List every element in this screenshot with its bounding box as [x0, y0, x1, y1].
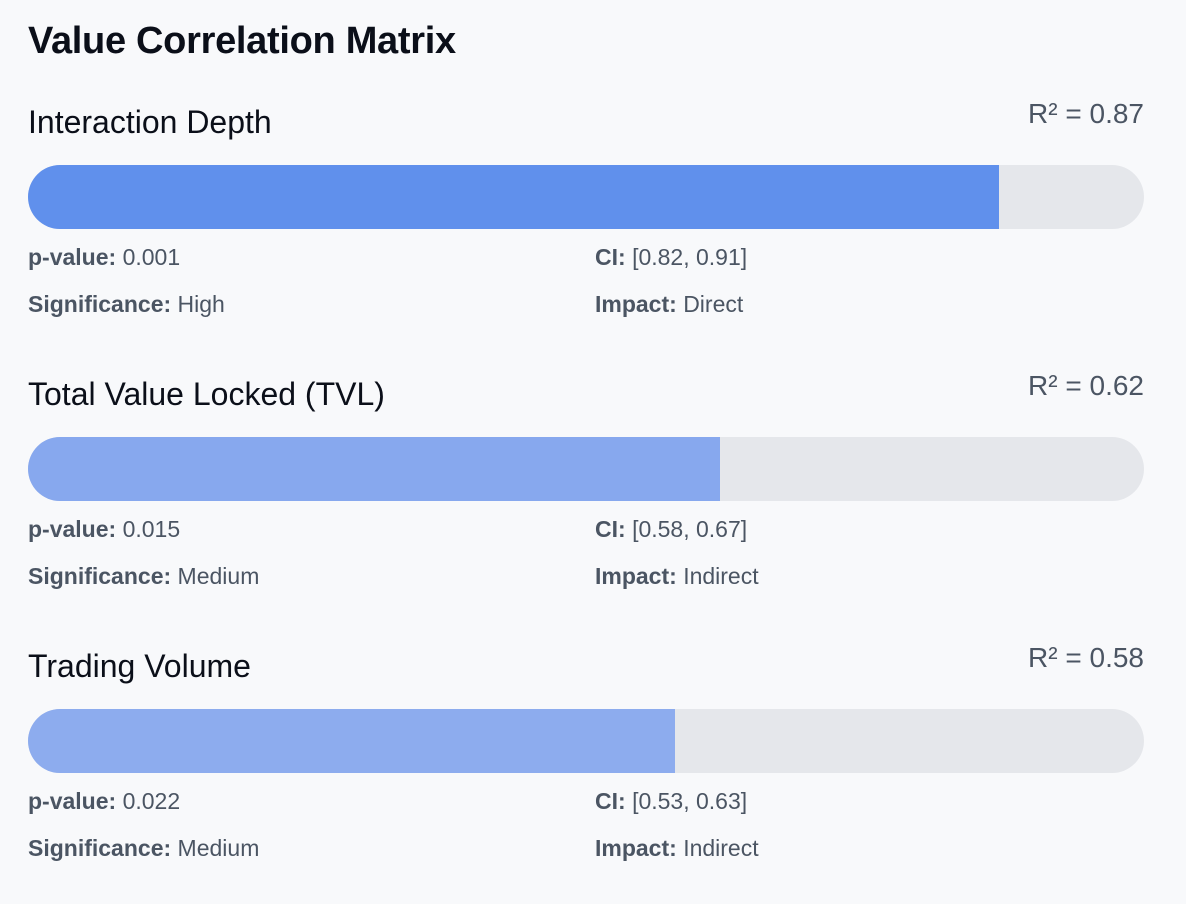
metric-header: Interaction Depth R² = 0.87	[28, 94, 1144, 144]
ci-stat: CI: [0.53, 0.63]	[595, 788, 747, 815]
pvalue-stat: p-value: 0.015	[28, 516, 180, 543]
pvalue-label: p-value:	[28, 516, 117, 542]
correlation-bar-fill	[28, 165, 999, 229]
ci-stat: CI: [0.82, 0.91]	[595, 244, 747, 271]
ci-label: CI:	[595, 244, 626, 270]
metric-stats: p-value: 0.015 CI: [0.58, 0.67] Signific…	[28, 516, 1144, 616]
pvalue-value: 0.022	[122, 788, 181, 814]
correlation-bar-track	[28, 437, 1144, 501]
impact-stat: Impact: Indirect	[595, 563, 759, 590]
ci-value: [0.58, 0.67]	[632, 516, 748, 542]
significance-stat: Significance: Medium	[28, 835, 259, 862]
significance-stat: Significance: Medium	[28, 563, 259, 590]
significance-value: High	[177, 291, 225, 317]
impact-stat: Impact: Indirect	[595, 835, 759, 862]
metric-card-tvl: Total Value Locked (TVL) R² = 0.62 p-val…	[28, 366, 1144, 606]
significance-stat: Significance: High	[28, 291, 225, 318]
significance-label: Significance:	[28, 835, 172, 861]
ci-value: [0.53, 0.63]	[632, 788, 748, 814]
correlation-bar-track	[28, 165, 1144, 229]
pvalue-stat: p-value: 0.001	[28, 244, 180, 271]
metric-header: Trading Volume R² = 0.58	[28, 638, 1144, 688]
significance-label: Significance:	[28, 291, 172, 317]
significance-label: Significance:	[28, 563, 172, 589]
metric-card-trading-volume: Trading Volume R² = 0.58 p-value: 0.022 …	[28, 638, 1144, 878]
impact-stat: Impact: Direct	[595, 291, 743, 318]
impact-value: Indirect	[683, 563, 759, 589]
metric-name: Total Value Locked (TVL)	[28, 376, 385, 412]
r-squared-value: R² = 0.62	[1028, 370, 1144, 401]
impact-value: Indirect	[683, 835, 759, 861]
pvalue-value: 0.015	[122, 516, 181, 542]
ci-value: [0.82, 0.91]	[632, 244, 748, 270]
pvalue-stat: p-value: 0.022	[28, 788, 180, 815]
metric-name: Trading Volume	[28, 648, 251, 684]
r-squared-value: R² = 0.87	[1028, 98, 1144, 129]
metric-header: Total Value Locked (TVL) R² = 0.62	[28, 366, 1144, 416]
page-title: Value Correlation Matrix	[28, 20, 456, 62]
correlation-bar-fill	[28, 437, 720, 501]
pvalue-label: p-value:	[28, 788, 117, 814]
metric-card-interaction-depth: Interaction Depth R² = 0.87 p-value: 0.0…	[28, 94, 1144, 334]
impact-label: Impact:	[595, 835, 677, 861]
metric-stats: p-value: 0.001 CI: [0.82, 0.91] Signific…	[28, 244, 1144, 344]
r-squared-value: R² = 0.58	[1028, 642, 1144, 673]
significance-value: Medium	[177, 563, 260, 589]
metric-stats: p-value: 0.022 CI: [0.53, 0.63] Signific…	[28, 788, 1144, 888]
impact-label: Impact:	[595, 563, 677, 589]
ci-label: CI:	[595, 788, 626, 814]
ci-stat: CI: [0.58, 0.67]	[595, 516, 747, 543]
ci-label: CI:	[595, 516, 626, 542]
significance-value: Medium	[177, 835, 260, 861]
correlation-bar-track	[28, 709, 1144, 773]
correlation-bar-fill	[28, 709, 676, 773]
impact-value: Direct	[683, 291, 744, 317]
impact-label: Impact:	[595, 291, 677, 317]
metric-name: Interaction Depth	[28, 104, 272, 140]
pvalue-label: p-value:	[28, 244, 117, 270]
pvalue-value: 0.001	[122, 244, 181, 270]
